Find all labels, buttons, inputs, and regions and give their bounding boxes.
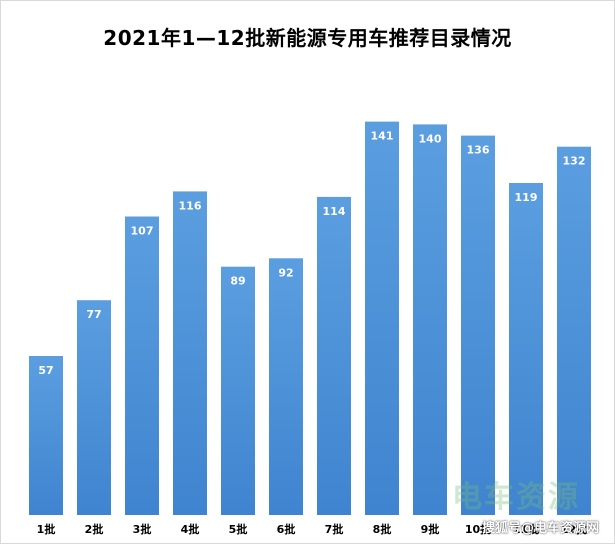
x-tick-label-5批: 5批	[229, 522, 248, 536]
x-tick-label-12批: 12批	[561, 522, 587, 536]
data-label-11批: 119	[515, 191, 538, 204]
chart-title: 2021年1—12批新能源专用车推荐目录情况	[103, 26, 512, 50]
watermark-text: 搜狐号@电车资源网	[481, 521, 599, 536]
bar-11批	[509, 183, 543, 515]
x-tick-label-11批: 11批	[513, 522, 539, 536]
data-label-2批: 77	[86, 308, 101, 321]
x-tick-label-4批: 4批	[181, 522, 200, 536]
data-label-10批: 136	[467, 144, 490, 157]
bar-4批	[173, 191, 207, 515]
data-label-3批: 107	[131, 225, 154, 238]
bar-6批	[269, 258, 303, 515]
x-tick-label-3批: 3批	[133, 522, 152, 536]
bar-5批	[221, 266, 255, 515]
data-label-7批: 114	[323, 205, 346, 218]
watermark-logo: 电车资源	[452, 480, 580, 515]
data-label-6批: 92	[278, 266, 293, 279]
data-label-5批: 89	[230, 275, 245, 288]
bar-8批	[365, 121, 399, 515]
data-label-4批: 116	[179, 199, 202, 212]
data-label-1批: 57	[38, 364, 53, 377]
bar-9批	[413, 124, 447, 516]
x-tick-label-6批: 6批	[277, 522, 296, 536]
x-tick-label-2批: 2批	[85, 522, 104, 536]
data-label-9批: 140	[419, 132, 442, 145]
x-tick-label-1批: 1批	[37, 522, 56, 536]
bar-12批	[557, 146, 591, 515]
bar-3批	[125, 216, 159, 515]
bar-1批	[29, 356, 63, 515]
x-tick-label-9批: 9批	[421, 522, 440, 536]
data-label-12批: 132	[563, 155, 586, 168]
x-tick-label-7批: 7批	[325, 522, 344, 536]
x-tick-label-8批: 8批	[373, 522, 392, 536]
bar-10批	[461, 135, 495, 515]
data-label-8批: 141	[371, 130, 394, 143]
bar-2批	[77, 300, 111, 515]
bar-7批	[317, 196, 351, 515]
x-tick-label-10批: 10批	[465, 522, 491, 536]
